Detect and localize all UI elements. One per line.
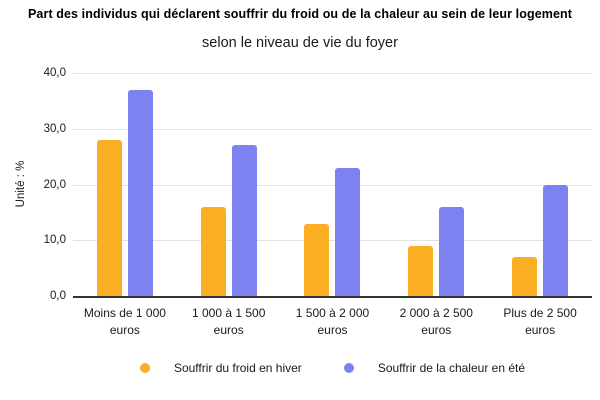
- x-axis-labels: Moins de 1 000 euros 1 000 à 1 500 euros 1…: [73, 305, 592, 339]
- bar-series0-cat1[interactable]: [200, 206, 226, 296]
- x-axis-label: 1 000 à 1 500 euros: [191, 306, 266, 337]
- gridline: [73, 128, 592, 130]
- gridline: [73, 240, 592, 242]
- y-tick-label: 20,0: [43, 178, 66, 191]
- chart-subtitle: selon le niveau de vie du foyer: [202, 35, 398, 51]
- bar-series0-cat0[interactable]: [96, 139, 122, 296]
- bar-series1-cat1[interactable]: [231, 145, 257, 296]
- y-tick-label: 10,0: [43, 234, 66, 247]
- y-tick-label: 0,0: [50, 290, 66, 302]
- legend-label-froid: Souffrir du froid en hiver: [173, 361, 302, 375]
- gridline: [73, 184, 592, 186]
- legend-item-froid[interactable]: Souffrir du froid en hiver: [139, 361, 302, 375]
- bar-series1-cat3[interactable]: [439, 206, 465, 296]
- legend-label-chaleur: Souffrir de la chaleur en été: [377, 361, 526, 375]
- x-axis-label: Moins de 1 000 euros: [83, 306, 166, 337]
- x-axis-label: Plus de 2 500 euros: [503, 306, 577, 337]
- x-axis-label: 2 000 à 2 500 euros: [399, 306, 473, 337]
- bar-group: [281, 73, 385, 296]
- bar-series0-cat3[interactable]: [408, 245, 434, 296]
- y-tick-label: 40,0: [43, 67, 66, 79]
- plot-area: [73, 73, 592, 298]
- y-ticks: 40,0 30,0 20,0 10,0 0,0: [0, 67, 66, 302]
- bar-series1-cat0[interactable]: [127, 89, 153, 296]
- legend-item-chaleur[interactable]: Souffrir de la chaleur en été: [343, 361, 526, 375]
- legend: Souffrir du froid en hiver Souffrir de l…: [73, 361, 592, 375]
- bars-layer: [73, 73, 592, 296]
- bar-group: [488, 73, 592, 296]
- bar-series0-cat2[interactable]: [304, 223, 330, 296]
- x-axis-label: 1 500 à 2 000 euros: [295, 306, 370, 337]
- gridlines: [73, 73, 592, 296]
- bar-series1-cat4[interactable]: [543, 184, 569, 296]
- bar-group: [384, 73, 488, 296]
- legend-dot-chaleur-icon: [343, 363, 354, 373]
- bar-group: [177, 73, 281, 296]
- bar-series0-cat4[interactable]: [512, 256, 538, 296]
- legend-dot-froid-icon: [139, 363, 150, 373]
- gridline: [73, 73, 592, 74]
- chart-title: Part des individus qui déclarent souffri…: [27, 7, 573, 21]
- y-tick-label: 30,0: [43, 122, 66, 135]
- bar-series1-cat2[interactable]: [335, 167, 361, 296]
- bar-group: [73, 73, 177, 296]
